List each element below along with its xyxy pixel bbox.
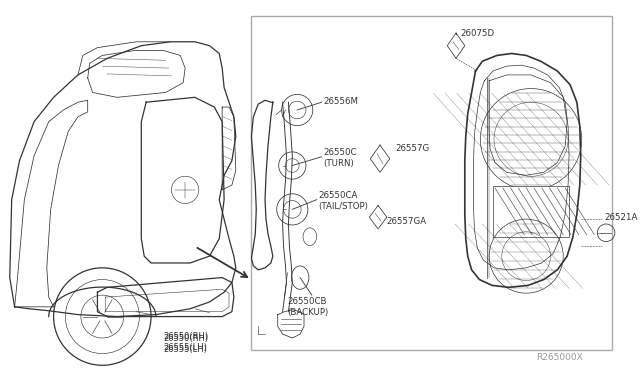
Text: 26075D: 26075D (460, 29, 494, 38)
Text: 26555(LH): 26555(LH) (164, 345, 207, 354)
Text: (TAIL/STOP): (TAIL/STOP) (319, 202, 369, 211)
Text: 26557G: 26557G (396, 144, 430, 154)
Text: 26555(LH): 26555(LH) (164, 343, 207, 352)
Text: 26550CA: 26550CA (319, 191, 358, 200)
Text: (TURN): (TURN) (323, 159, 355, 168)
Text: R265000X: R265000X (536, 353, 582, 362)
Text: 26556M: 26556M (323, 97, 358, 106)
Bar (252, 16, 612, 350)
Text: 26550CB: 26550CB (287, 298, 327, 307)
Text: 26521A: 26521A (604, 213, 637, 222)
Text: 26550(RH): 26550(RH) (164, 334, 209, 343)
Bar (493, 186, 569, 237)
Text: 26557GA: 26557GA (386, 217, 426, 225)
Text: 26550(RH): 26550(RH) (164, 331, 209, 340)
Text: (BACKUP): (BACKUP) (287, 308, 329, 317)
Text: 26550C: 26550C (323, 148, 357, 157)
